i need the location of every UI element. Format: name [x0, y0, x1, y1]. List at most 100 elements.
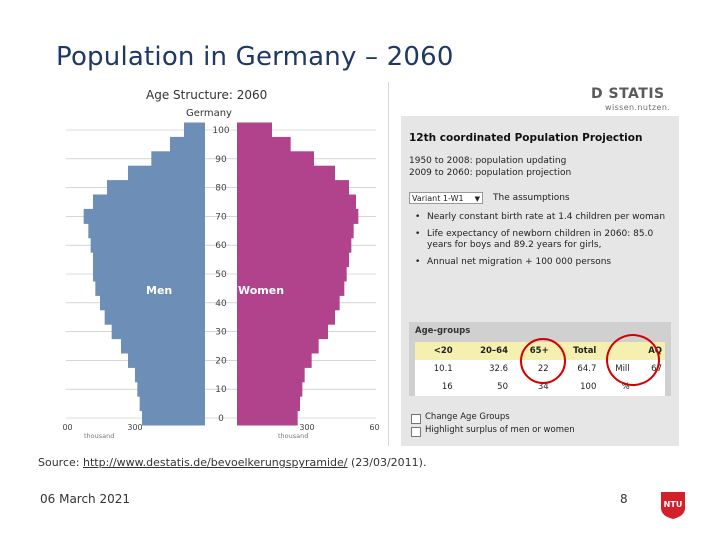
bar-women: [237, 122, 272, 138]
change-age-groups-checkbox[interactable]: Change Age Groups: [411, 412, 575, 425]
bar-men: [100, 295, 205, 311]
x-unit-right: thousand: [278, 432, 308, 440]
projection-line-2: 2009 to 2060: population projection: [409, 168, 572, 178]
table-header-cell: 20–64: [455, 342, 511, 360]
y-tick-label: 100: [212, 126, 229, 136]
bar-women: [237, 280, 345, 296]
bar-men: [107, 180, 205, 196]
assumption-item: Annual net migration + 100 000 persons: [411, 257, 673, 269]
x-tick-label: 600: [62, 423, 73, 432]
table-row: 16 50 34 100 %: [415, 378, 665, 396]
series-label-men: Men: [146, 284, 172, 297]
bar-men: [88, 223, 205, 239]
bar-men: [121, 338, 205, 354]
bar-women: [237, 266, 347, 282]
checkbox-box[interactable]: [411, 414, 421, 424]
page-number: 8: [620, 492, 628, 506]
bar-men: [83, 208, 205, 224]
bar-men: [128, 165, 205, 181]
y-tick-label: 30: [215, 328, 227, 338]
projection-panel: D STATIS wissen.nutzen. 12th coordinated…: [388, 82, 681, 446]
highlight-surplus-checkbox[interactable]: Highlight surplus of men or women: [411, 425, 575, 438]
destatis-logo: D STATIS wissen.nutzen.: [591, 86, 681, 116]
bar-men: [151, 151, 205, 167]
bar-women: [237, 223, 354, 239]
age-groups-title: Age-groups: [415, 326, 471, 336]
source-link[interactable]: http://www.destatis.de/bevoelkerungspyra…: [82, 456, 348, 469]
variant-select[interactable]: Variant 1-W1 ▼: [409, 192, 483, 204]
x-tick-label: 300: [299, 423, 314, 432]
bar-women: [237, 151, 314, 167]
projection-info-box: 12th coordinated Population Projection 1…: [401, 116, 679, 446]
bar-men: [128, 352, 205, 368]
y-tick-label: 10: [215, 385, 227, 395]
ntu-logo: NTU: [661, 492, 685, 519]
y-tick-label: 20: [215, 356, 227, 366]
table-cell: %: [621, 382, 630, 392]
variant-select-value: Variant 1-W1: [412, 194, 464, 203]
bar-men: [104, 309, 205, 325]
highlight-circle-total: [520, 338, 566, 384]
bar-men: [142, 410, 205, 426]
bar-women: [237, 324, 328, 340]
checkbox-label: Change Age Groups: [425, 412, 510, 422]
chevron-down-icon: ▼: [474, 195, 480, 203]
series-label-women: Women: [238, 284, 284, 297]
bar-men: [90, 237, 205, 253]
projection-title: 12th coordinated Population Projection: [409, 132, 643, 144]
bar-women: [237, 309, 335, 325]
bar-men: [184, 122, 205, 138]
y-tick-label: 80: [215, 184, 227, 194]
bar-women: [237, 352, 312, 368]
bar-women: [237, 367, 305, 383]
assumptions-list: Nearly constant birth rate at 1.4 childr…: [411, 212, 673, 273]
ntu-logo-text: NTU: [664, 500, 683, 509]
bar-women: [237, 237, 352, 253]
source-prefix: Source:: [38, 456, 83, 469]
chart-title: Age Structure: 2060: [146, 88, 267, 102]
bar-women: [237, 396, 300, 412]
bar-women: [237, 381, 303, 397]
y-tick-label: 0: [218, 414, 224, 424]
bar-women: [237, 410, 298, 426]
bar-men: [95, 280, 205, 296]
checkbox-box[interactable]: [411, 427, 421, 437]
table-cell: 32.6: [489, 364, 508, 374]
bar-women: [237, 194, 356, 210]
assumptions-link[interactable]: The assumptions: [493, 193, 570, 203]
bar-men: [93, 252, 205, 268]
bar-men: [93, 194, 205, 210]
bar-women: [237, 252, 349, 268]
bar-women: [237, 208, 359, 224]
y-tick-label: 50: [215, 270, 227, 280]
bar-women: [237, 136, 291, 152]
bar-men: [111, 324, 205, 340]
y-tick-label: 70: [215, 212, 227, 222]
table-cell: 34: [537, 382, 549, 392]
bar-women: [237, 180, 349, 196]
assumption-item: Nearly constant birth rate at 1.4 childr…: [411, 212, 673, 224]
bar-men: [139, 396, 205, 412]
projection-line-1: 1950 to 2008: population updating: [409, 156, 567, 166]
pyramid-panel: Age Structure: 2060 Germany 0 10 20 30 40 50 6…: [62, 82, 380, 446]
options-checkboxes: Change Age Groups Highlight surplus of m…: [411, 412, 575, 438]
table-cell: 50: [497, 382, 508, 392]
y-tick-label: 40: [215, 299, 227, 309]
y-tick-label: 60: [215, 241, 227, 251]
source-note: Source: http://www.destatis.de/bevoelker…: [38, 456, 426, 469]
assumption-item: Life expectancy of newborn children in 2…: [411, 229, 673, 252]
chart-subtitle: Germany: [186, 108, 232, 119]
bar-men: [135, 367, 205, 383]
highlight-circle-aq: [606, 334, 660, 386]
table-cell: 10.1: [433, 364, 453, 374]
x-tick-label: 600: [369, 423, 380, 432]
bar-women: [237, 295, 340, 311]
population-pyramid-chart: Age Structure: 2060 Germany 0 10 20 30 40 50 6…: [62, 88, 380, 440]
destatis-logo-text: D STATIS: [591, 86, 665, 102]
bar-women: [237, 338, 319, 354]
destatis-logo-sub: wissen.nutzen.: [605, 103, 671, 112]
table-cell: 64.7: [577, 364, 597, 374]
table-cell: 100: [580, 382, 597, 392]
bar-women: [237, 165, 335, 181]
slide-title: Population in Germany – 2060: [56, 42, 454, 72]
